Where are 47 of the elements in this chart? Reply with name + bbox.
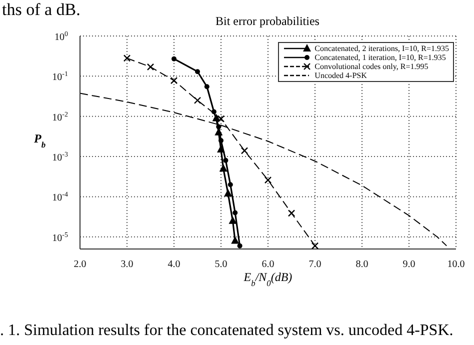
point bbox=[211, 109, 216, 114]
point bbox=[237, 243, 242, 248]
chart-title: Bit error probabilities bbox=[216, 14, 320, 28]
x-tick-label: 2.0 bbox=[74, 259, 86, 270]
y-axis-title: P$_{b}$ bbox=[34, 132, 46, 149]
point bbox=[219, 164, 228, 172]
legend-label: Concatenated, 2 iterations, I=10, R=1.935 bbox=[314, 44, 449, 53]
point bbox=[232, 210, 238, 216]
legend-label: Concatenated, 1 iteration, I=10, R=1.935 bbox=[314, 53, 446, 62]
point bbox=[264, 176, 272, 184]
point bbox=[194, 96, 202, 104]
x-tick-label: 3.0 bbox=[120, 259, 134, 270]
point bbox=[224, 189, 232, 197]
point bbox=[228, 216, 237, 224]
point bbox=[218, 138, 224, 144]
y-tick-label: 10$^{0}$ bbox=[54, 30, 68, 43]
point bbox=[223, 158, 228, 163]
x-tick-label: 7.0 bbox=[308, 259, 322, 270]
y-tick-label: 10$^{-3}$ bbox=[52, 150, 68, 164]
point bbox=[216, 124, 222, 130]
x-tick-label: 8.0 bbox=[356, 259, 368, 270]
point bbox=[195, 69, 200, 74]
text: ths of a dB. bbox=[2, 0, 80, 19]
x-tick-label: 9.0 bbox=[402, 259, 416, 270]
x-axis-title: E$_{b}$/N$_{0}$(dB) bbox=[242, 270, 292, 288]
point bbox=[123, 54, 131, 62]
legend-label: Convolutional codes only, R=1.995 bbox=[314, 62, 428, 71]
point bbox=[172, 56, 176, 62]
x-tick-label: 10.0 bbox=[447, 259, 465, 270]
point bbox=[288, 210, 296, 217]
point bbox=[231, 236, 240, 244]
y-tick-label: 10$^{-2}$ bbox=[52, 110, 68, 124]
x-tick-label: 4.0 bbox=[168, 259, 180, 270]
point bbox=[204, 84, 210, 90]
legend-label: Uncoded 4-PSK bbox=[314, 71, 367, 80]
point bbox=[146, 63, 154, 71]
point bbox=[240, 147, 248, 154]
text: . 1. Simulation results for the concatenated system vs. uncoded 4-PSK. bbox=[0, 322, 454, 339]
x-tick-label: 5.0 bbox=[214, 259, 228, 270]
point bbox=[228, 182, 233, 188]
y-tick-label: 10$^{-4}$ bbox=[52, 190, 68, 204]
point bbox=[217, 144, 225, 152]
y-tick-label: 10$^{-5}$ bbox=[52, 230, 68, 244]
x-tick-label: 6.0 bbox=[262, 259, 274, 270]
y-tick-label: 10$^{-1}$ bbox=[52, 70, 68, 84]
point bbox=[311, 242, 319, 249]
point bbox=[170, 76, 178, 84]
